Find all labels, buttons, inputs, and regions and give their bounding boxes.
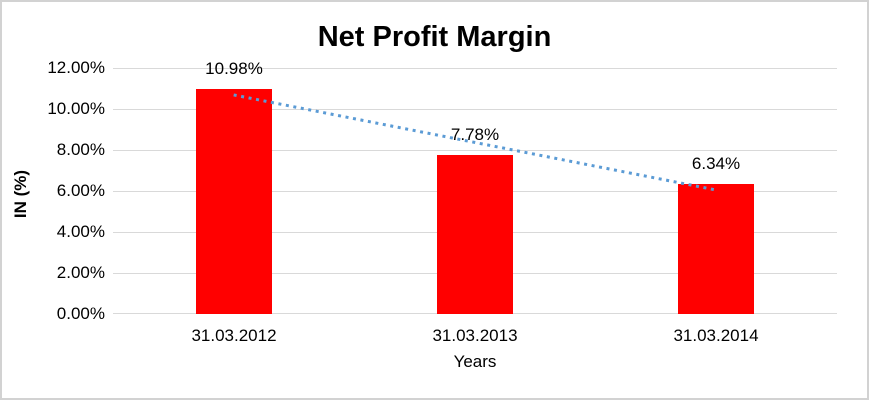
x-axis-tick-label: 31.03.2014 bbox=[673, 326, 759, 345]
y-axis-tick-label: 12.00% bbox=[47, 58, 105, 77]
bar-value-label: 6.34% bbox=[691, 154, 741, 173]
bar-value-label: 7.78% bbox=[450, 125, 500, 144]
y-gridline bbox=[113, 150, 837, 151]
plot-area: 10.98% 7.78% 6.34% bbox=[113, 59, 837, 314]
trendline bbox=[233, 93, 717, 192]
chart-title: Net Profit Margin bbox=[317, 21, 552, 53]
y-axis-tick-label: 2.00% bbox=[56, 263, 105, 282]
y-gridline bbox=[113, 109, 837, 110]
y-axis-tick-label: 8.00% bbox=[56, 140, 105, 159]
bar bbox=[196, 89, 272, 314]
x-axis-tick-label: 31.03.2013 bbox=[432, 326, 518, 345]
y-axis-tick-label: 4.00% bbox=[56, 222, 105, 241]
y-axis-tick-label: 10.00% bbox=[47, 99, 105, 118]
y-axis-tick-label: 6.00% bbox=[56, 181, 105, 200]
y-axis-tick-label: 0.00% bbox=[56, 304, 105, 323]
bar-value-label: 10.98% bbox=[205, 59, 263, 78]
x-axis-tick-label: 31.03.2012 bbox=[191, 326, 277, 345]
y-gridline bbox=[113, 68, 837, 69]
bar bbox=[437, 155, 513, 314]
bar bbox=[678, 184, 754, 314]
x-axis-title: Years bbox=[453, 352, 497, 371]
